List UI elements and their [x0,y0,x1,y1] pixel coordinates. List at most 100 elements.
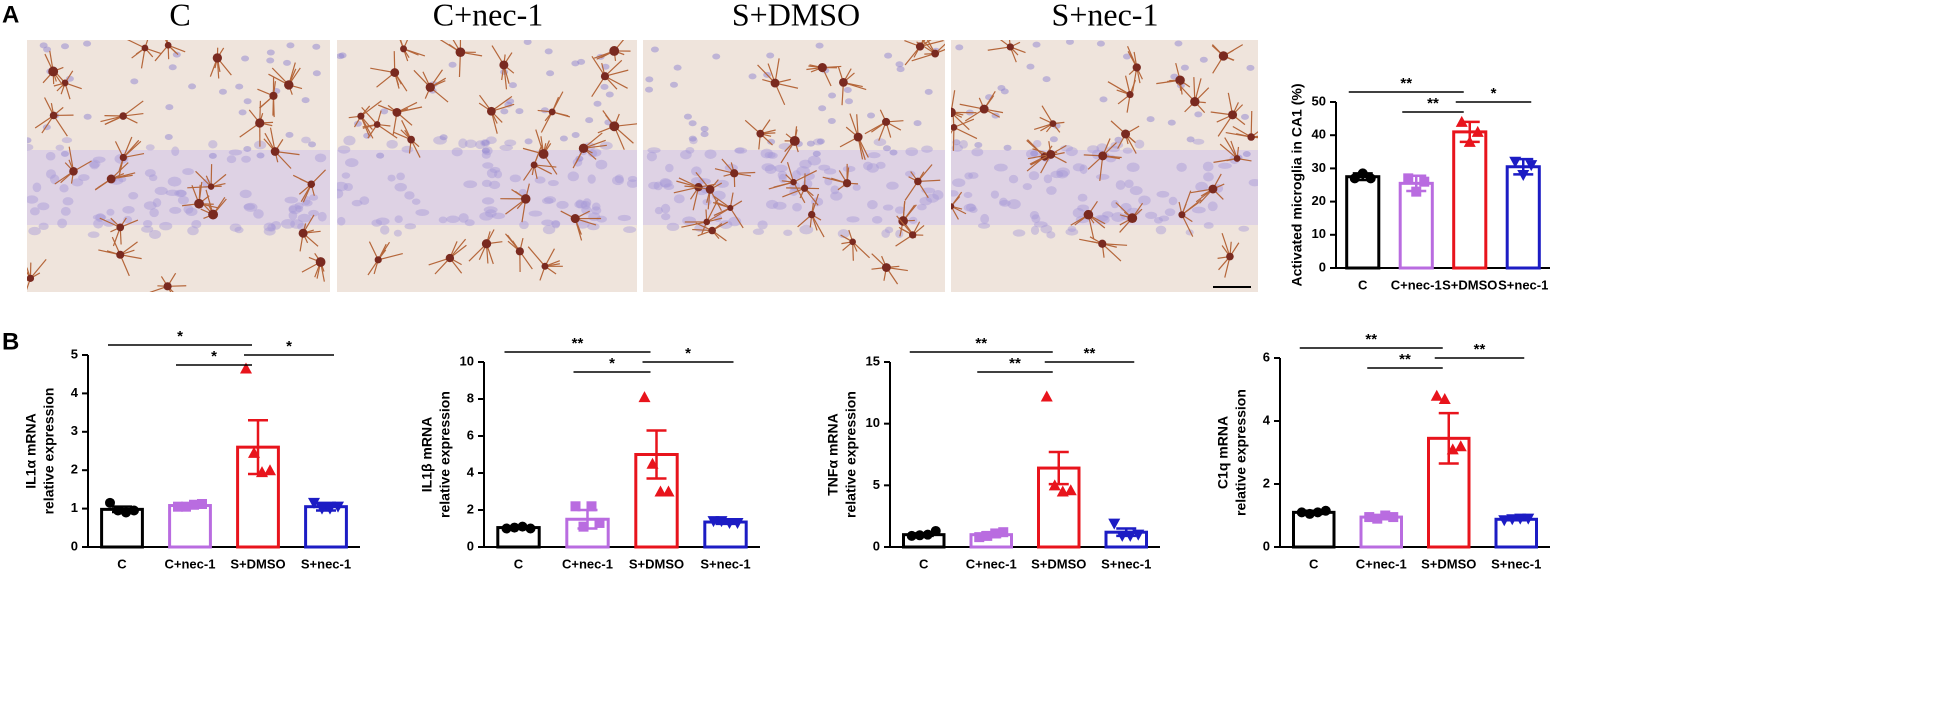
point [324,503,336,515]
nucleus [1049,136,1058,143]
nucleus [38,222,49,231]
nucleus [818,105,827,112]
microglia [1218,51,1229,61]
nucleus [1192,138,1205,145]
nucleus [504,139,517,147]
y-tick-label: 4 [71,385,79,400]
nucleus [337,181,349,192]
y-tick-label: 10 [460,353,474,368]
microglia [106,174,116,184]
microglia [1208,184,1218,194]
nucleus [884,226,894,234]
process [140,47,146,69]
nucleus [614,174,624,184]
point [654,485,667,497]
nucleus [882,145,891,152]
microglia [817,62,827,73]
process [681,221,707,228]
y-tick-label: 4 [467,464,475,479]
microglia [373,121,381,128]
point [586,501,597,512]
nucleus [1115,180,1126,190]
y-tick-label: 10 [866,415,880,430]
nucleus [1056,167,1070,177]
nucleus [884,52,893,59]
nucleus [574,200,588,209]
nucleus [1072,163,1085,172]
process [1181,214,1194,237]
point [906,530,917,541]
point [1446,443,1459,455]
nucleus [580,200,591,210]
nucleus [882,204,894,211]
microglia [578,143,589,154]
y-tick-label: 1 [71,500,78,515]
bar [1494,517,1538,549]
bar-chart: 0 2 4 6 8 10 IL1β mRNA relative expression C C+ne… [419,335,760,571]
microglia [727,204,734,211]
nucleus [777,170,788,180]
nucleus [1096,40,1105,47]
nucleus [1040,224,1053,234]
nucleus [438,216,448,224]
nucleus [371,219,383,227]
point [1517,170,1530,182]
y-axis-label: C1q mRNA [1215,416,1231,489]
nucleus [1155,225,1167,235]
nucleus [308,209,320,217]
nucleus [1079,164,1088,175]
point [1509,156,1522,168]
bar [304,505,348,549]
nucleus [905,147,919,157]
nucleus [60,206,71,216]
nucleus [815,42,824,49]
nucleus [1199,56,1208,63]
nucleus [78,174,90,181]
nucleus [485,209,497,218]
nucleus [1046,231,1056,239]
nucleus [174,189,187,198]
microglia [808,210,816,219]
nucleus [271,221,282,230]
significance-label: ** [1474,341,1486,358]
nucleus [534,176,546,184]
nucleus [1176,162,1187,172]
nucleus [593,100,602,107]
nucleus [544,48,553,55]
nucleus [830,191,843,201]
nucleus [396,172,405,181]
nucleus [715,179,729,188]
significance-label: * [609,355,615,372]
nucleus [1122,53,1131,60]
process [53,115,68,137]
nucleus [1012,229,1026,237]
process [1221,233,1231,257]
microglia [48,66,59,77]
point [662,485,675,497]
nucleus [582,198,592,207]
nucleus [772,201,787,210]
point [1304,508,1315,519]
nucleus [932,190,944,200]
nucleus [341,172,351,179]
nucleus [122,205,135,214]
process [195,170,212,188]
nucleus [1102,211,1114,218]
nucleus [617,214,631,222]
nucleus [185,207,198,217]
microglia [951,123,958,131]
microglia [116,250,125,259]
nucleus [241,155,251,163]
process [604,75,628,89]
nucleus [393,229,402,237]
process [144,40,149,49]
nucleus [481,197,495,205]
nucleus [1218,162,1232,169]
point [731,517,744,529]
microglia [914,177,922,186]
nucleus [546,70,555,77]
nucleus [842,165,856,173]
nucleus [963,191,973,199]
process [793,170,817,183]
nucleus [266,49,275,56]
